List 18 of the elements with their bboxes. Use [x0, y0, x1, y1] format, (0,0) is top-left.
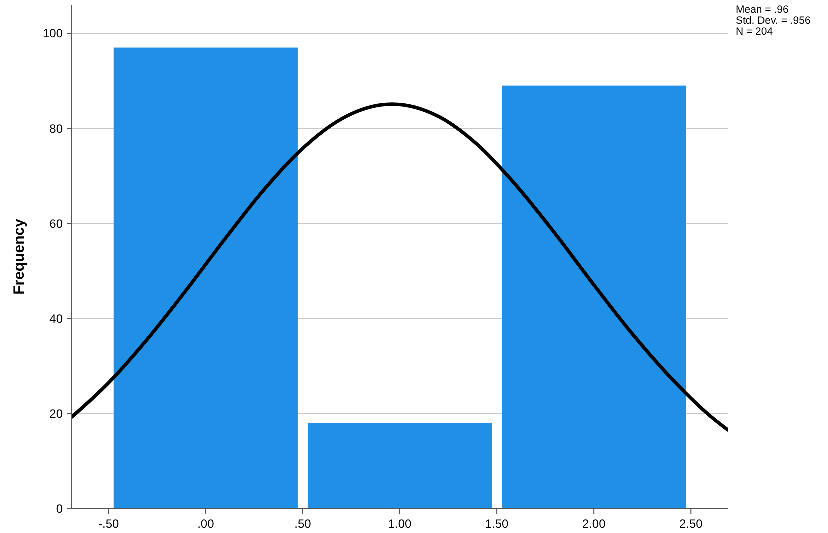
- y-axis-title: Frequency: [11, 218, 28, 295]
- y-tick-label: 40: [50, 312, 64, 326]
- y-tick-label: 20: [50, 407, 64, 422]
- y-tick-label: 0: [56, 502, 64, 516]
- text: N = 204: [736, 26, 774, 38]
- y-tick-label: 80: [50, 122, 64, 136]
- x-tick-label: .50: [294, 517, 312, 531]
- text: Mean = .96: [736, 4, 789, 16]
- x-tick-label: -.50: [98, 517, 120, 531]
- x-tick-label: 1.00: [388, 517, 412, 531]
- x-tick-label: 2.50: [679, 517, 704, 531]
- y-tick-label: 60: [50, 216, 64, 231]
- text: Std. Dev. = .956: [736, 15, 811, 27]
- x-tick-label: .00: [198, 517, 215, 531]
- line-series: [72, 102, 728, 432]
- y-tick-label: 100: [42, 26, 64, 41]
- x-tick-label: 2.00: [582, 517, 606, 531]
- x-tick-label: 1.50: [485, 517, 510, 531]
